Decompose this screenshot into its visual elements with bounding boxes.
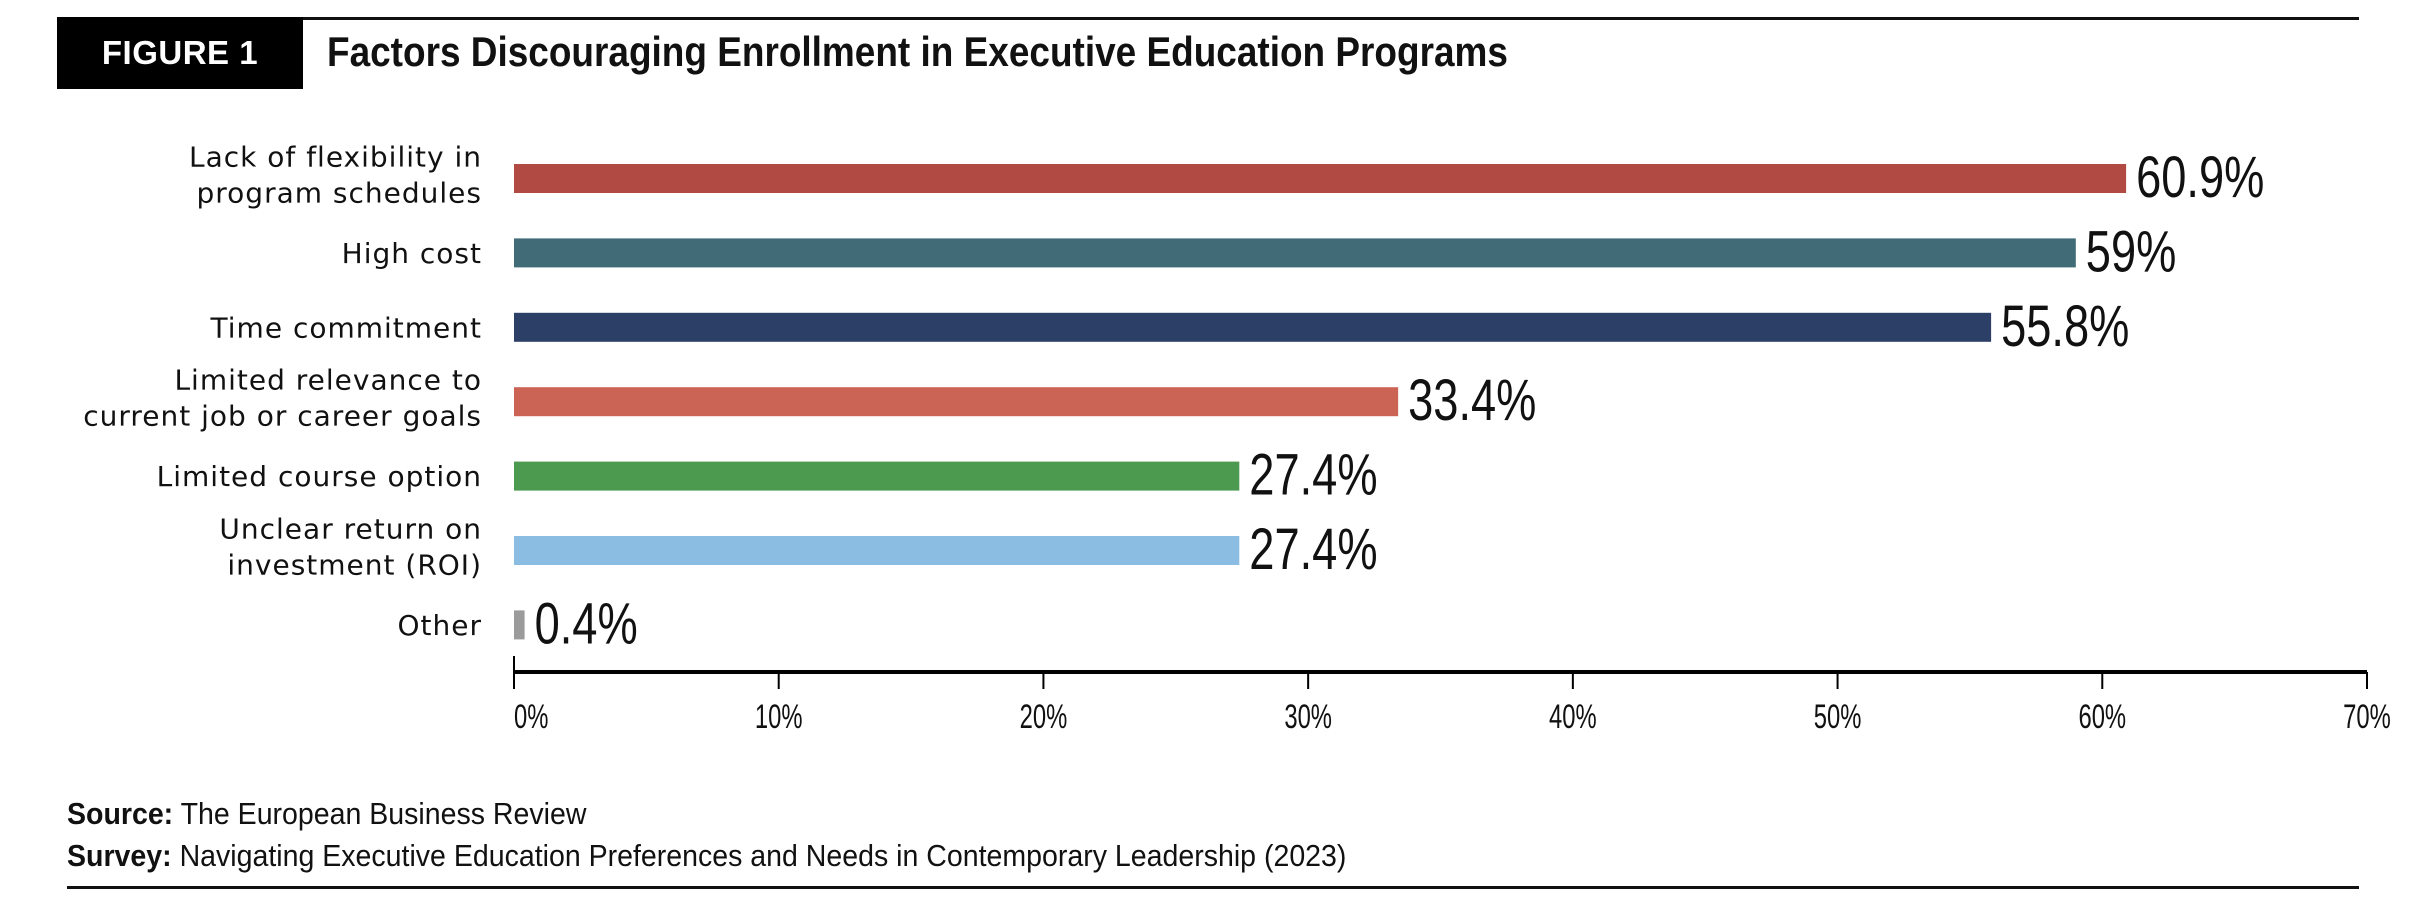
category-label: High cost	[342, 237, 482, 270]
x-tick-label: 30%	[1284, 698, 1332, 736]
category-label: current job or career goals	[83, 400, 482, 433]
chart-title: Factors Discouraging Enrollment in Execu…	[327, 28, 1508, 75]
x-tick-label: 60%	[2078, 698, 2126, 736]
category-label: Unclear return on	[219, 513, 482, 546]
category-label: Limited relevance to	[174, 364, 482, 397]
bar	[514, 461, 1240, 491]
bar	[514, 536, 1240, 565]
category-label: Lack of flexibility in	[189, 141, 482, 174]
figure-label-text: FIGURE 1	[101, 34, 259, 71]
x-tick-label: 70%	[2343, 698, 2391, 736]
survey-label: Survey:	[67, 838, 172, 873]
category-label: program schedules	[197, 177, 483, 210]
source-text: The European Business Review	[180, 796, 587, 831]
category-label: Limited course option	[157, 460, 482, 493]
value-label: 59%	[2086, 220, 2177, 285]
bottom-rule	[67, 886, 2359, 889]
bar	[514, 387, 1399, 417]
bar	[514, 312, 1992, 342]
source-label: Source:	[67, 796, 174, 831]
figure-label: FIGURE 1	[57, 17, 303, 89]
category-label: Time commitment	[210, 311, 482, 344]
value-label: 60.9%	[2136, 146, 2264, 211]
survey-text: Navigating Executive Education Preferenc…	[179, 838, 1347, 873]
value-label: 27.4%	[1249, 443, 1377, 508]
x-tick-label: 0%	[514, 698, 548, 736]
bar	[514, 164, 2127, 193]
value-label: 0.4%	[535, 592, 638, 657]
value-label: 33.4%	[1408, 369, 1536, 434]
source-line: Source: The European Business Review	[67, 796, 586, 832]
top-rule	[57, 17, 2359, 20]
bar	[514, 238, 2076, 268]
x-tick-label: 20%	[1020, 698, 1068, 736]
x-tick-label: 50%	[1814, 698, 1862, 736]
x-tick-label: 40%	[1549, 698, 1597, 736]
value-label: 55.8%	[2001, 295, 2129, 360]
bar	[514, 610, 525, 640]
survey-line: Survey: Navigating Executive Education P…	[67, 838, 1346, 874]
category-label: investment (ROI)	[227, 549, 482, 582]
value-label: 27.4%	[1249, 518, 1377, 583]
category-label: Other	[397, 609, 482, 642]
x-tick-label: 10%	[755, 698, 803, 736]
x-axis: 0% 10% 20% 30% 40% 50% 60% 70%	[513, 656, 2391, 736]
